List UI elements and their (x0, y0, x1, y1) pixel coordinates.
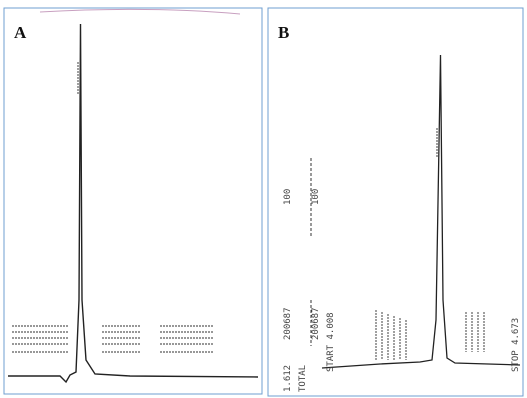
printout-text: 100 (311, 189, 321, 205)
printout-text: 1.612 (283, 365, 293, 392)
page: A B 1.612 TOTAL 200687 200687 100 100 ST… (0, 0, 527, 398)
printout-text: START 4.008 (326, 312, 336, 372)
panel-a-frame (4, 8, 262, 394)
figure: A B 1.612 TOTAL 200687 200687 100 100 ST… (0, 0, 527, 398)
printout-text: 200687 (283, 307, 293, 340)
printout-text: 100 (283, 189, 293, 205)
printout-text: 200687 (311, 307, 321, 340)
printout-text: TOTAL (298, 365, 308, 392)
panel-b-frame (268, 8, 523, 396)
panel-label: B (278, 23, 289, 42)
panel-label: A (14, 23, 27, 42)
printout-text: STOP 4.673 (511, 318, 521, 372)
